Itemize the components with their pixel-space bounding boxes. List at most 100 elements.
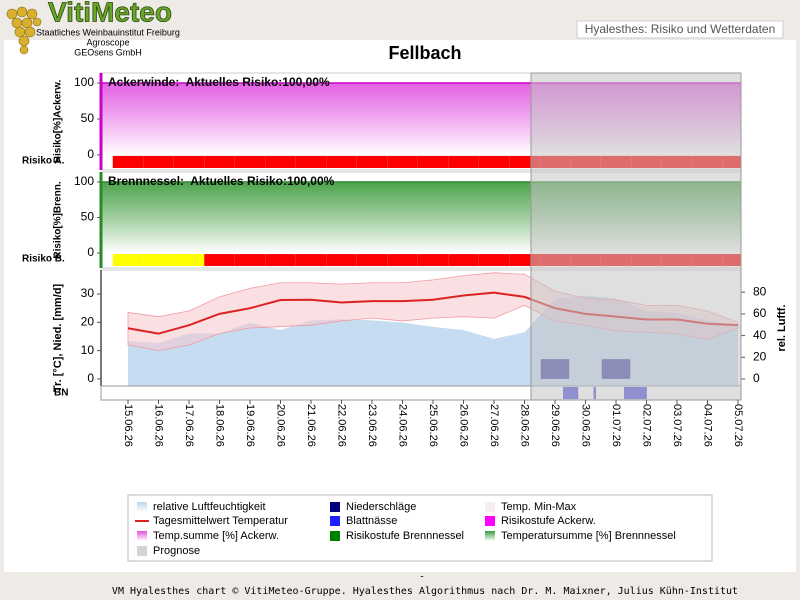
x-tick-label: 29.06.26 — [549, 404, 561, 447]
y-tick-label: 20 — [81, 315, 95, 329]
risk-level-bar — [204, 254, 235, 266]
risk-level-bar — [112, 155, 144, 168]
y2-axis-label: rel. Luftf. — [776, 304, 788, 351]
y2-tick-label: 20 — [753, 349, 767, 363]
risk-level-bar — [143, 155, 174, 168]
x-tick-label: 20.06.26 — [275, 404, 287, 447]
legend-label: Tagesmittelwert Temperatur — [153, 515, 288, 527]
x-tick-label: 23.06.26 — [366, 404, 378, 447]
legend-label: Temp. Min-Max — [501, 501, 577, 513]
risk-level-bar — [143, 254, 174, 266]
x-tick-label: 28.06.26 — [519, 404, 531, 447]
logo-text: VitiMeteo — [48, 0, 172, 27]
x-tick-label: 25.06.26 — [427, 404, 439, 447]
y2-tick-label: 60 — [753, 306, 767, 320]
risk-level-bar — [417, 254, 449, 266]
row-label: Risiko A. — [22, 156, 65, 167]
row-label: Risiko B. — [22, 254, 65, 265]
y-axis-label: Tr. [°C], Nied. [mm/d] — [52, 284, 64, 393]
legend-label: Niederschläge — [346, 501, 416, 513]
risk-level-bar — [478, 254, 510, 266]
x-tick-label: 19.06.26 — [244, 404, 256, 447]
legend-symbol — [137, 546, 147, 556]
risk-level-bar — [173, 155, 205, 168]
x-tick-label: 21.06.26 — [305, 404, 317, 447]
legend-symbol — [330, 516, 340, 526]
legend-box — [127, 494, 713, 562]
risk-level-bar — [448, 155, 479, 168]
legend-symbol — [137, 502, 147, 512]
legend-symbol — [137, 531, 147, 541]
page-title: Hyalesthes: Risiko und Wetterdaten — [585, 22, 776, 36]
risk-level-bar — [387, 155, 418, 168]
x-tick-label: 26.06.26 — [458, 404, 470, 447]
y-tick-label: 10 — [81, 343, 95, 357]
panel-title: Ackerwinde: Aktuelles Risiko:100,00% — [108, 75, 330, 89]
x-tick-label: 03.07.26 — [671, 404, 683, 447]
legend-symbol — [330, 531, 340, 541]
x-tick-label: 18.06.26 — [214, 404, 226, 447]
y2-tick-label: 80 — [753, 284, 767, 298]
risk-level-bar — [112, 254, 144, 266]
y-tick-label: 50 — [81, 111, 95, 125]
x-tick-label: 04.07.26 — [702, 404, 714, 447]
risk-level-bar — [326, 155, 357, 168]
legend-label: relative Luftfeuchtigkeit — [153, 501, 266, 513]
x-tick-label: 22.06.26 — [336, 404, 348, 447]
y-axis-label: Risiko[%]Brenn. — [53, 181, 64, 258]
chart-title: Fellbach — [388, 43, 461, 63]
org-line: Staatliches Weinbauinstitut Freiburg — [36, 27, 180, 37]
risk-level-bar — [295, 254, 327, 266]
y2-tick-label: 40 — [753, 328, 767, 342]
panel-title: Brennnessel: Aktuelles Risiko:100,00% — [108, 174, 335, 188]
risk-level-bar — [448, 254, 479, 266]
legend-label: Blattnässe — [346, 515, 397, 527]
logo-grapes — [6, 6, 42, 55]
footer-dash: - — [420, 572, 423, 583]
x-tick-label: 15.06.26 — [122, 404, 134, 447]
risk-level-bar — [356, 155, 388, 168]
x-tick-label: 24.06.26 — [397, 404, 409, 447]
legend-label: Temperatursumme [%] Brennnessel — [501, 530, 676, 542]
org-line: GEOsens GmbH — [74, 47, 142, 57]
x-tick-label: 17.06.26 — [183, 404, 195, 447]
legend-label: Prognose — [153, 545, 200, 557]
y-tick-label: 0 — [87, 245, 94, 259]
risk-level-bar — [478, 155, 510, 168]
legend-symbol — [485, 531, 495, 541]
forecast-region — [530, 72, 742, 401]
risk-level-bar — [204, 155, 235, 168]
risk-level-bar — [326, 254, 357, 266]
legend-symbol — [485, 516, 495, 526]
risk-level-bar — [356, 254, 388, 266]
legend-symbol — [485, 502, 495, 512]
risk-level-bar — [173, 254, 205, 266]
legend-label: Temp.summe [%] Ackerw. — [153, 530, 279, 542]
y-tick-label: 0 — [87, 371, 94, 385]
y-axis-label: Risiko[%]Ackerw. — [53, 80, 64, 164]
risk-level-bar — [265, 155, 296, 168]
page-title-box — [576, 20, 784, 39]
y2-tick-label: 0 — [753, 371, 760, 385]
risk-level-bar — [295, 155, 327, 168]
legend-symbol — [330, 502, 340, 512]
x-tick-label: 16.06.26 — [153, 404, 165, 447]
risk-level-bar — [509, 254, 540, 266]
y-tick-label: 0 — [87, 147, 94, 161]
org-line: Agroscope — [86, 37, 129, 47]
x-tick-label: 27.06.26 — [488, 404, 500, 447]
risk-level-bar — [234, 155, 266, 168]
y-tick-label: 30 — [81, 286, 95, 300]
y-tick-label: 100 — [74, 174, 94, 188]
x-tick-label: 30.06.26 — [580, 404, 592, 447]
x-tick-label: 02.07.26 — [641, 404, 653, 447]
y-tick-label: 50 — [81, 210, 95, 224]
risk-level-bar — [387, 254, 418, 266]
legend-label: Risikostufe Brennnessel — [346, 530, 464, 542]
x-tick-label: 05.07.26 — [732, 404, 744, 447]
row-label: BN — [54, 388, 68, 399]
legend-label: Risikostufe Ackerw. — [501, 515, 596, 527]
x-tick-label: 01.07.26 — [610, 404, 622, 447]
